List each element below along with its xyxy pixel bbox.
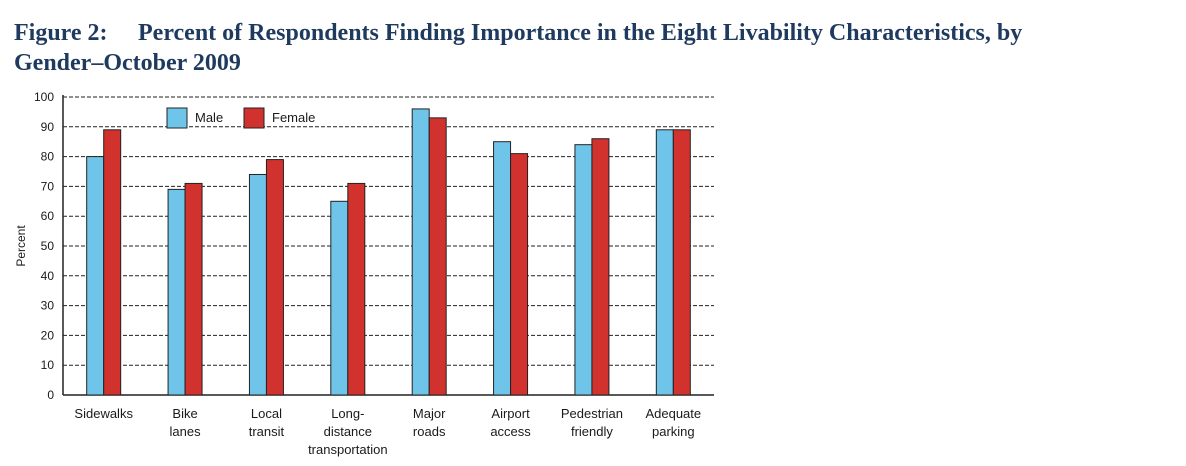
bar-male-2 xyxy=(248,173,267,396)
y-tick-label: 60 xyxy=(41,209,55,223)
x-tick-label: friendly xyxy=(571,424,613,439)
bar-female-6 xyxy=(591,138,610,396)
x-tick-label: parking xyxy=(652,424,695,439)
figure-title: Figure 2: Percent of Respondents Finding … xyxy=(14,18,1164,78)
x-tick-label: Long- xyxy=(331,406,364,421)
bar-female-5 xyxy=(510,153,529,396)
bar-male-1 xyxy=(167,188,186,396)
x-tick-label: Pedestrian xyxy=(561,406,623,421)
legend-swatch-female xyxy=(243,107,265,129)
figure-title-line-1: Figure 2: Percent of Respondents Finding … xyxy=(14,18,1164,48)
y-tick-label: 80 xyxy=(41,150,55,164)
legend-swatch-male xyxy=(166,107,188,129)
bar-female-1 xyxy=(184,182,203,396)
x-tick-label: Sidewalks xyxy=(74,406,133,421)
bar-female-4 xyxy=(428,117,447,396)
y-tick-label: 100 xyxy=(34,90,54,104)
x-tick-label: Major xyxy=(413,406,446,421)
bar-male-5 xyxy=(493,141,512,396)
bar-female-3 xyxy=(347,182,366,396)
y-tick-label: 70 xyxy=(41,179,55,193)
x-tick-label: distance xyxy=(324,424,372,439)
bar-female-0 xyxy=(103,129,122,396)
y-tick-label: 50 xyxy=(41,239,55,253)
y-tick-label: 20 xyxy=(41,328,55,342)
y-tick-label: 90 xyxy=(41,120,55,134)
x-tick-label: Bike xyxy=(172,406,197,421)
y-tick-label: 10 xyxy=(41,358,55,372)
legend-label-male: Male xyxy=(195,110,223,125)
y-axis-label: Percent xyxy=(14,225,28,267)
y-tick-label: 40 xyxy=(41,269,55,283)
bar-male-3 xyxy=(330,200,349,396)
bar-male-4 xyxy=(411,108,430,396)
figure-title-line-2: Gender–October 2009 xyxy=(14,50,241,76)
x-tick-label: access xyxy=(490,424,531,439)
figure-title-text: Percent of Respondents Finding Importanc… xyxy=(138,20,1023,46)
x-tick-label: Local xyxy=(251,406,282,421)
x-tick-label: Adequate xyxy=(645,406,701,421)
bar-male-6 xyxy=(574,144,593,396)
bar-female-2 xyxy=(265,159,284,396)
y-tick-label: 0 xyxy=(47,388,54,402)
y-tick-label: 30 xyxy=(41,299,55,313)
figure-number: Figure 2: xyxy=(14,20,108,46)
x-tick-label: roads xyxy=(413,424,446,439)
x-tick-label: transportation xyxy=(308,442,388,457)
bar-male-7 xyxy=(655,129,674,396)
x-tick-label: transit xyxy=(249,424,285,439)
bar-male-0 xyxy=(86,156,105,396)
x-tick-label: Airport xyxy=(491,406,530,421)
bar-female-7 xyxy=(672,129,691,396)
x-tick-label: lanes xyxy=(170,424,202,439)
legend-label-female: Female xyxy=(272,110,315,125)
